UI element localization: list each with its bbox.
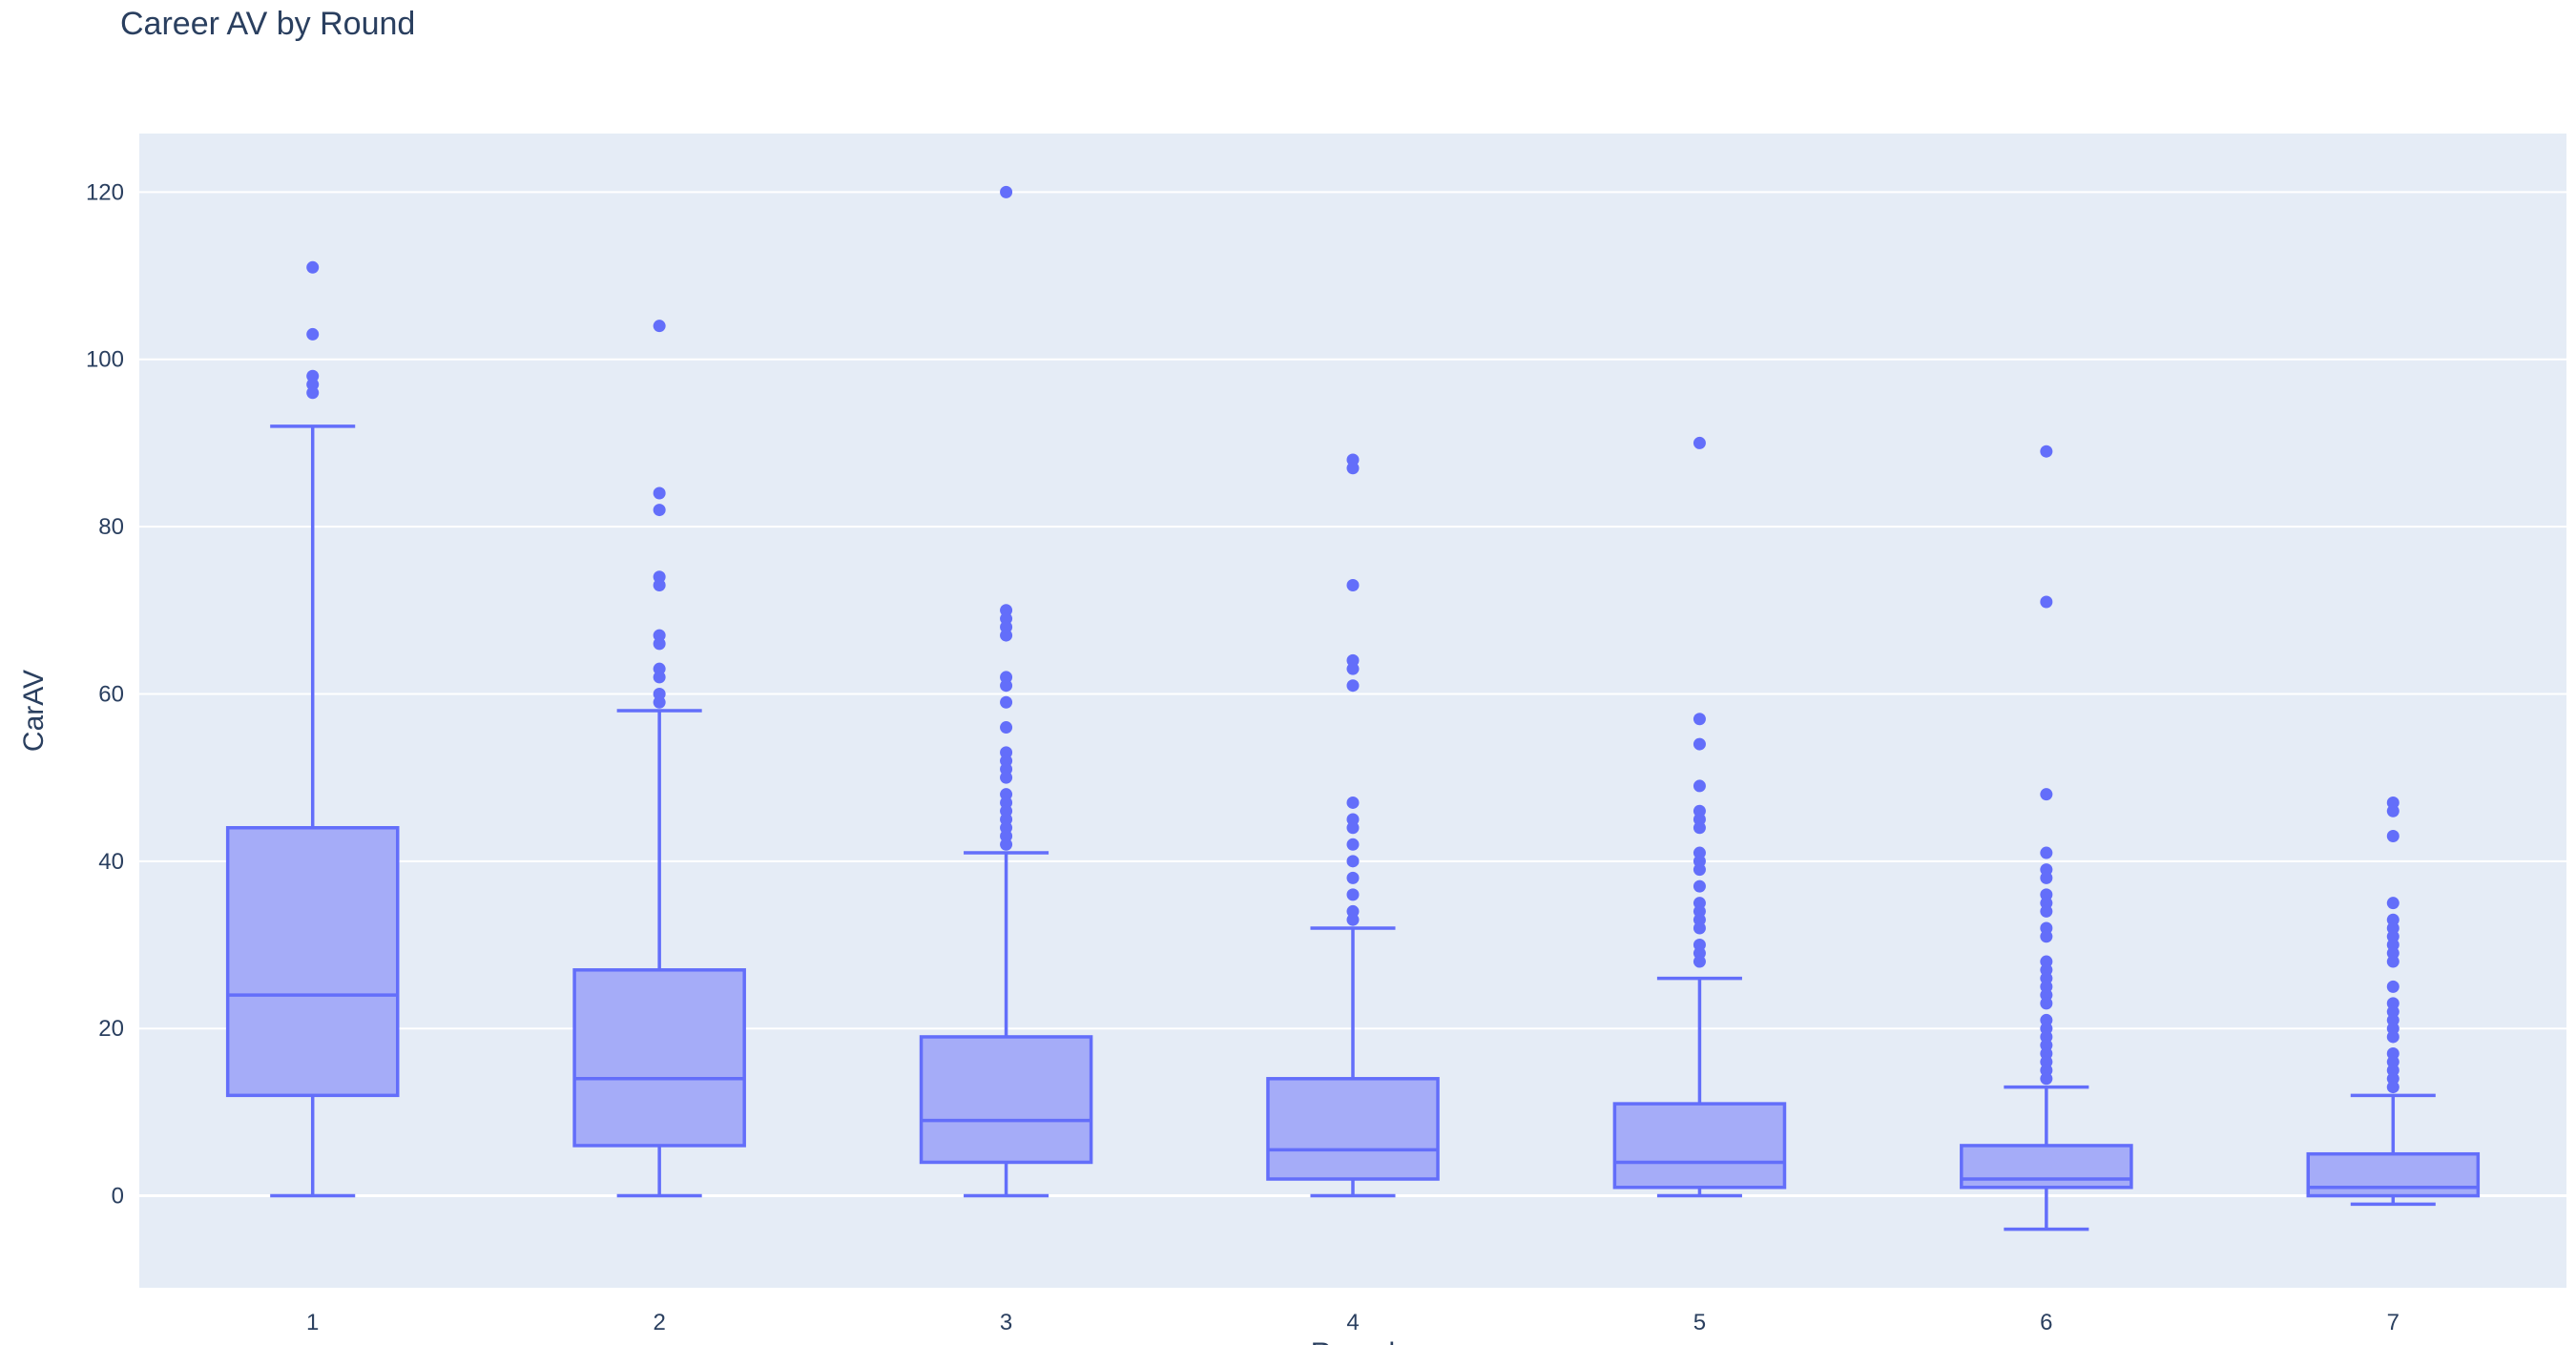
y-tick-label: 100	[86, 347, 124, 373]
outlier-point	[1693, 779, 1706, 793]
iqr-box	[572, 968, 746, 1148]
outlier-point	[2040, 997, 2053, 1010]
outlier-point	[1693, 879, 1706, 893]
outlier-point	[653, 486, 666, 500]
y-tick-labels: 0 20 40 60 80 100 120	[86, 179, 124, 1209]
x-tick-label: 7	[2387, 1310, 2399, 1335]
outlier-point	[2040, 1072, 2053, 1086]
iqr-box	[1612, 1102, 1787, 1190]
outlier-point	[2386, 1030, 2399, 1044]
outlier-point	[306, 327, 320, 341]
outlier-point	[2040, 871, 2053, 884]
x-tick-label: 4	[1346, 1310, 1359, 1335]
x-tick-label: 1	[306, 1310, 319, 1335]
outlier-point	[653, 320, 666, 333]
outlier-point	[2386, 897, 2399, 910]
box-round-4	[1266, 453, 1440, 1198]
y-tick-label: 0	[112, 1184, 124, 1210]
outlier-point	[1346, 913, 1360, 926]
iqr-box	[1960, 1144, 2133, 1190]
iqr-box	[1266, 1077, 1440, 1181]
outlier-point	[653, 578, 666, 591]
iqr-box	[2306, 1151, 2481, 1198]
iqr-box	[919, 1035, 1093, 1165]
y-tick-label: 60	[98, 681, 124, 707]
outlier-point	[306, 260, 320, 274]
box-round-1	[225, 260, 400, 1198]
outlier-point	[2040, 930, 2053, 943]
outlier-point	[1693, 955, 1706, 968]
outlier-point	[1000, 629, 1013, 642]
outlier-point	[1000, 679, 1013, 693]
outlier-point	[1346, 462, 1360, 475]
chart-title: Career AV by Round	[120, 6, 416, 42]
outlier-point	[2386, 980, 2399, 993]
outlier-point	[306, 386, 320, 400]
x-tick-label: 3	[1000, 1310, 1012, 1335]
outlier-point	[1346, 796, 1360, 809]
outlier-point	[1346, 662, 1360, 675]
x-tick-label: 2	[653, 1310, 665, 1335]
outlier-point	[2040, 445, 2053, 458]
outlier-point	[1693, 713, 1706, 726]
outlier-point	[2040, 904, 2053, 918]
box-round-7	[2306, 796, 2481, 1207]
outlier-point	[2040, 846, 2053, 859]
y-tick-label: 20	[98, 1016, 124, 1042]
y-tick-label: 120	[86, 179, 124, 205]
outlier-point	[2386, 830, 2399, 843]
outlier-point	[1000, 695, 1013, 709]
outlier-point	[1000, 838, 1013, 851]
box-round-3	[919, 185, 1093, 1198]
outlier-point	[1346, 855, 1360, 868]
outlier-point	[2386, 955, 2399, 968]
x-axis-title: Round	[1311, 1337, 1395, 1345]
outlier-point	[1346, 578, 1360, 591]
y-tick-label: 40	[98, 849, 124, 875]
x-tick-label: 5	[1693, 1310, 1706, 1335]
box-round-6	[1960, 445, 2133, 1231]
outlier-point	[1000, 185, 1013, 198]
outlier-point	[1000, 771, 1013, 784]
outlier-point	[1346, 871, 1360, 884]
outlier-point	[1693, 863, 1706, 877]
x-tick-labels: 1 2 3 4 5 6 7	[306, 1310, 2399, 1335]
outlier-point	[2386, 1081, 2399, 1094]
box-round-2	[572, 320, 746, 1198]
x-tick-label: 6	[2040, 1310, 2052, 1335]
outlier-point	[1346, 838, 1360, 851]
outlier-point	[2386, 804, 2399, 817]
outlier-point	[2040, 595, 2053, 609]
outlier-point	[1000, 721, 1013, 735]
outlier-point	[1693, 436, 1706, 449]
outlier-point	[1693, 737, 1706, 751]
outlier-point	[1693, 921, 1706, 935]
outlier-point	[2040, 788, 2053, 801]
y-axis-title: CarAV	[18, 670, 50, 752]
outlier-point	[1346, 679, 1360, 693]
outlier-point	[1346, 888, 1360, 901]
outlier-point	[1346, 821, 1360, 835]
outlier-point	[653, 504, 666, 517]
outlier-point	[1693, 821, 1706, 835]
outlier-point	[653, 671, 666, 684]
outlier-point	[653, 695, 666, 709]
y-tick-label: 80	[98, 514, 124, 540]
iqr-box	[225, 826, 400, 1098]
outlier-point	[653, 637, 666, 651]
box-series	[225, 185, 2481, 1231]
box-round-5	[1612, 436, 1787, 1198]
